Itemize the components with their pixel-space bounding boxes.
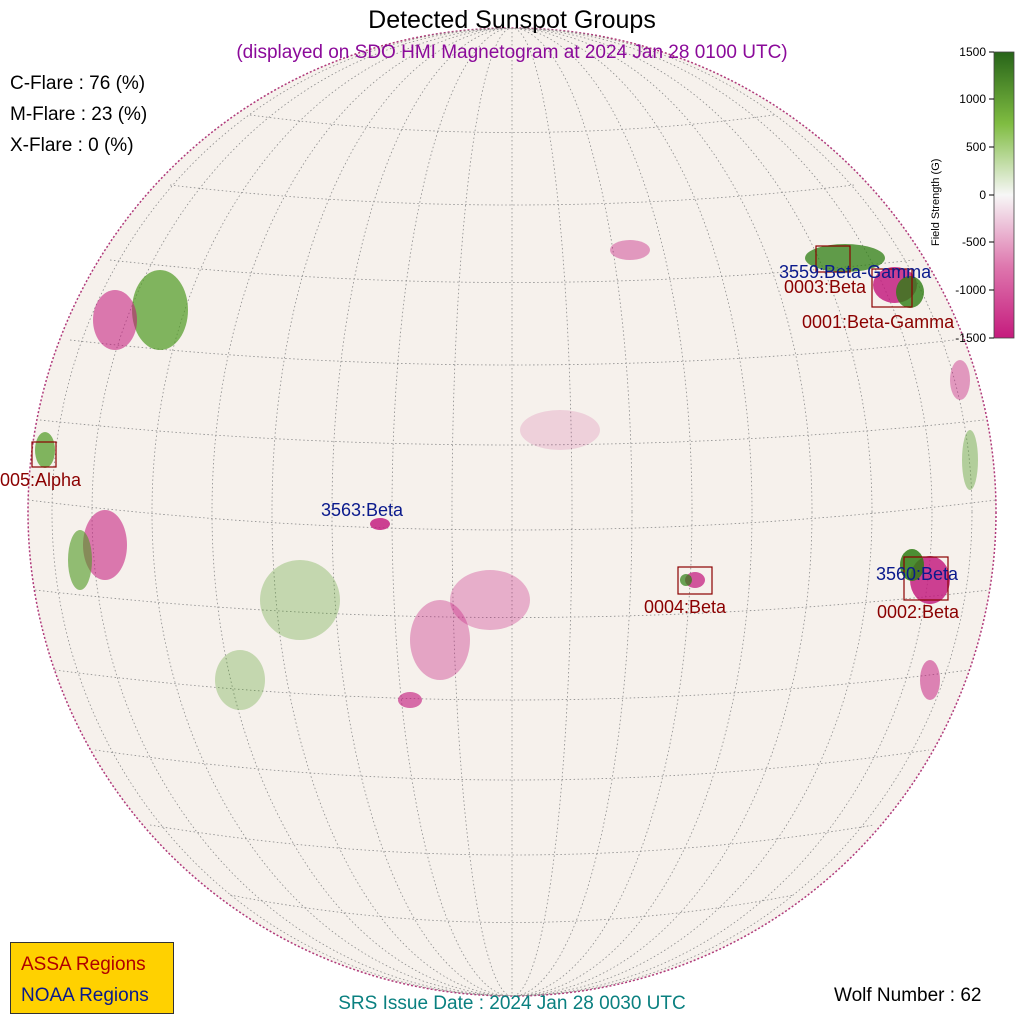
legend-assa-label: ASSA Regions xyxy=(21,954,146,975)
region-label-0004: 0004:Beta xyxy=(644,597,727,617)
colorbar-tick: -500 xyxy=(961,235,986,249)
region-label-0001: 0001:Beta-Gamma xyxy=(802,312,955,332)
region-label-0005: 005:Alpha xyxy=(0,470,82,490)
colorbar-tick: 500 xyxy=(965,140,986,154)
region-label-0003: 0003:Beta xyxy=(784,277,867,297)
x-flare-probability: X-Flare : 0 (%) xyxy=(10,135,134,156)
region-box-3559 xyxy=(815,245,851,273)
colorbar-tick: -1000 xyxy=(955,283,986,297)
colorbar-tick: 1500 xyxy=(959,45,986,59)
colorbar-tick: 0 xyxy=(979,188,986,202)
m-flare-probability: M-Flare : 23 (%) xyxy=(10,104,148,125)
region-box-0005 xyxy=(31,441,57,468)
page-title: Detected Sunspot Groups xyxy=(368,6,656,34)
colorbar-tick: -1500 xyxy=(955,331,986,345)
region-boxes xyxy=(31,245,949,601)
magnetic-field-patches xyxy=(35,240,978,710)
c-flare-probability: C-Flare : 76 (%) xyxy=(10,73,146,94)
colorbar-tick: 1000 xyxy=(959,92,986,106)
region-label-3560: 3560:Beta xyxy=(876,564,959,584)
srs-issue-date: SRS Issue Date : 2024 Jan 28 0030 UTC xyxy=(338,993,686,1014)
colorbar-title: Field Strength (G) xyxy=(930,158,942,246)
heliographic-grid xyxy=(28,28,996,996)
region-label-3563: 3563:Beta xyxy=(321,500,404,520)
region-box-0004 xyxy=(677,566,713,595)
legend-noaa-label: NOAA Regions xyxy=(21,985,149,1006)
region-label-0002: 0002:Beta xyxy=(877,602,960,622)
wolf-number: Wolf Number : 62 xyxy=(834,985,982,1006)
region-legend xyxy=(10,942,174,1014)
colorbar xyxy=(989,51,1015,339)
region-box-0001 xyxy=(871,268,913,308)
page-subtitle: (displayed on SDO HMI Magnetogram at 202… xyxy=(236,42,788,63)
region-box-0002 xyxy=(903,556,949,601)
region-label-3559: 3559:Beta-Gamma xyxy=(779,262,932,282)
